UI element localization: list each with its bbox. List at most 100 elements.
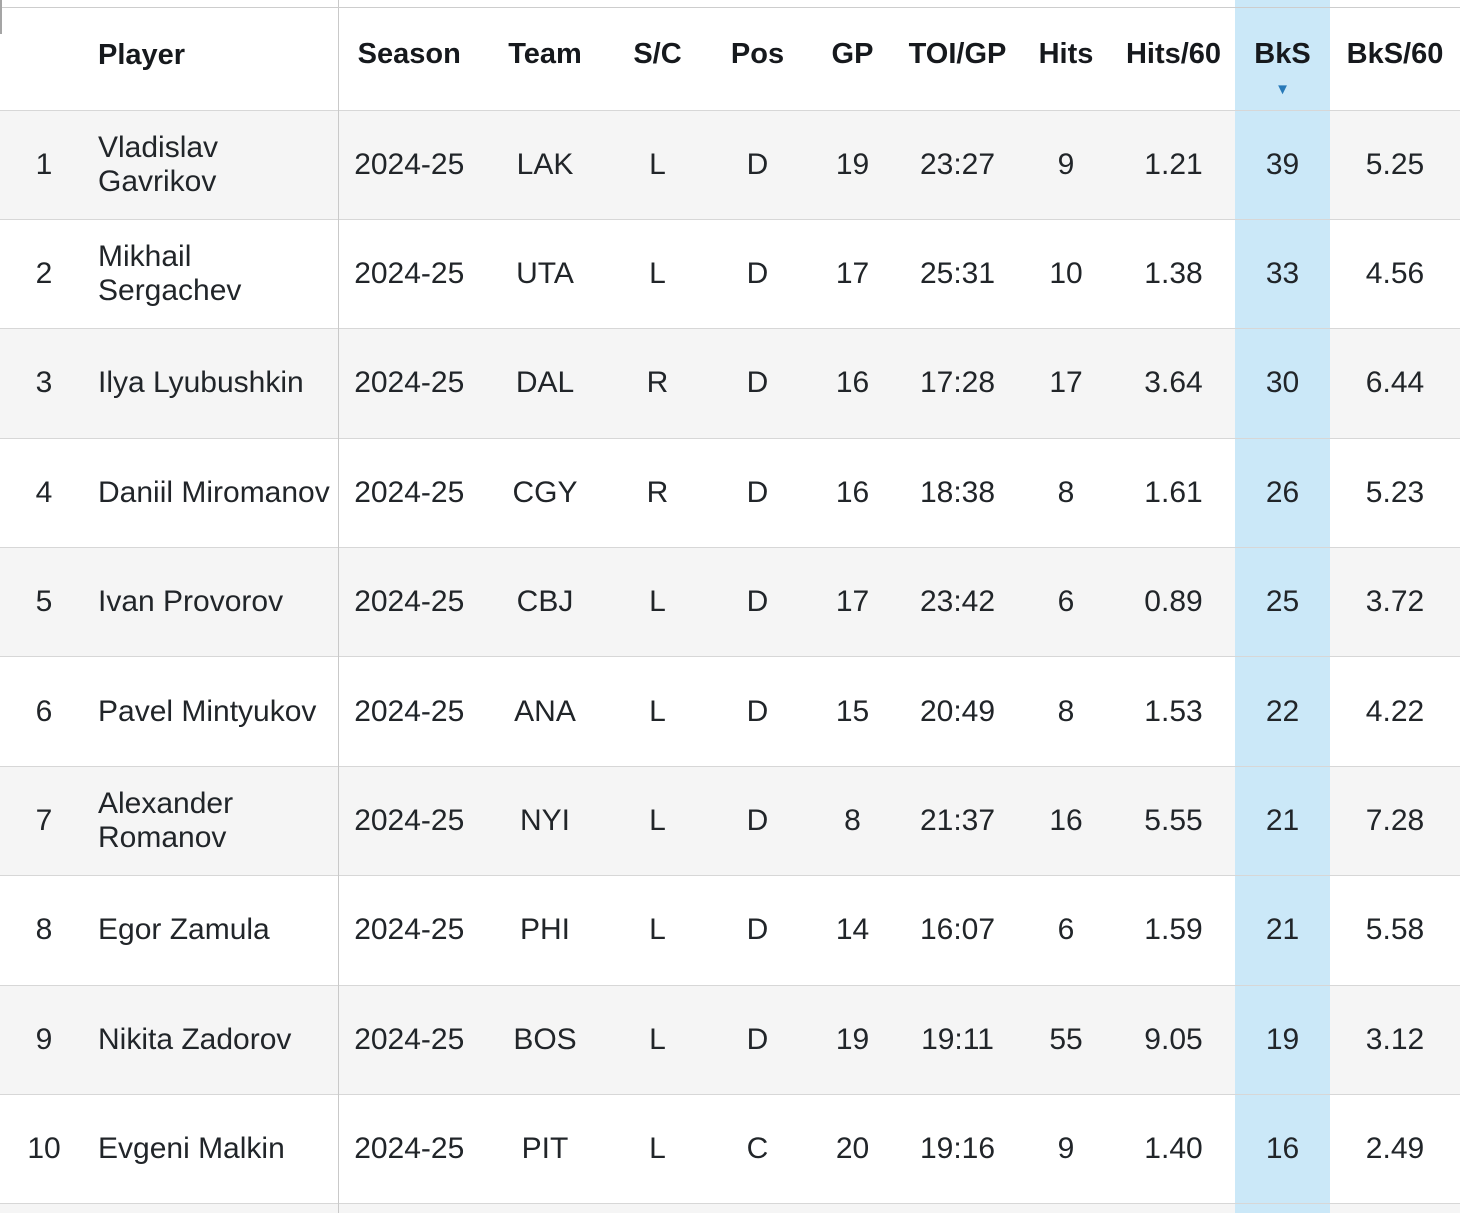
col-header-bks-sorted[interactable]: BkS ▼ [1235,0,1330,110]
hits-per-60-cell: 1.38 [1112,218,1235,329]
season-cell: 2024-25 [337,437,480,548]
player-link[interactable]: Ivan Provorov [98,585,284,619]
hits-cell: 6 [1020,547,1112,657]
shoots-catches-cell: L [610,109,705,220]
rank-cell: 2 [0,218,62,329]
blocked-shots-per-60-cell: 7.28 [1330,765,1460,876]
rank-cell: 6 [0,656,62,767]
blocked-shots-cell: 25 [1235,547,1330,657]
col-header-gp[interactable]: GP [810,0,895,110]
col-header-season[interactable]: Season [337,0,480,110]
toi-per-gp-cell: 20:49 [895,656,1020,767]
rank-cell: 4 [0,437,62,548]
col-header-rank [0,0,62,110]
rank-cell: 8 [0,875,62,986]
player-link[interactable]: Egor Zamula [98,913,270,947]
blocked-shots-cell: 26 [1235,437,1330,548]
player-link[interactable]: Ilya Lyubushkin [98,366,304,400]
blocked-shots-per-60-cell: 4.22 [1330,656,1460,767]
blocked-shots-per-60-cell: 5.58 [1330,875,1460,986]
blocked-shots-cell: 33 [1235,218,1330,329]
position-cell: D [705,437,810,548]
toi-per-gp-cell: 17:28 [895,328,1020,439]
sort-descending-icon[interactable]: ▼ [1275,80,1290,98]
player-link[interactable]: Pavel Mintyukov [98,694,317,728]
blocked-shots-cell: 21 [1235,765,1330,876]
hits-cell: 8 [1020,437,1112,548]
shoots-catches-cell: L [610,984,705,1095]
hits-cell: 8 [1020,656,1112,767]
col-header-player[interactable]: Player [62,0,338,110]
season-cell: 2024-25 [337,547,480,657]
season-cell: 2024-25 [337,875,480,986]
player-link[interactable]: Nikita Zadorov [98,1022,292,1056]
hits-cell: 55 [1020,984,1112,1095]
table-body: 1 Vladislav Gavrikov 2024-25 LAK L D 19 … [0,109,1460,1213]
blocked-shots-per-60-cell: 3.72 [1330,547,1460,657]
shoots-catches-cell: L [610,875,705,986]
table-row: 4 Daniil Miromanov 2024-25 CGY R D 16 18… [0,437,1460,548]
col-header-bks-60[interactable]: BkS/60 [1330,0,1460,110]
position-cell: D [705,218,810,329]
player-link[interactable]: Daniil Miromanov [98,475,330,509]
hits-per-60-cell: 1.40 [1112,1094,1235,1204]
hits-per-60-cell: 1.59 [1112,875,1235,986]
player-name-cell: Nikita Zadorov [62,984,338,1095]
hits-per-60-cell: 0.89 [1112,547,1235,657]
player-link[interactable]: Mikhail Sergachev [98,240,242,308]
position-cell: D [705,328,810,439]
team-cell: CBJ [480,547,610,657]
shoots-catches-cell: L [610,218,705,329]
table-row: 9 Nikita Zadorov 2024-25 BOS L D 19 19:1… [0,984,1460,1095]
shoots-catches-cell: L [610,765,705,876]
toi-per-gp-cell: 23:42 [895,547,1020,657]
player-name-cell: Alexander Romanov [62,765,338,876]
shoots-catches-cell: L [610,1094,705,1204]
col-header-toi-gp[interactable]: TOI/GP [895,0,1020,110]
season-cell: 2024-25 [337,328,480,439]
partial-next-row [0,1203,1460,1213]
blocked-shots-cell: 39 [1235,109,1330,220]
hits-cell: 9 [1020,1094,1112,1204]
col-header-hits-60[interactable]: Hits/60 [1112,0,1235,110]
player-name-cell: Evgeni Malkin [62,1094,338,1204]
team-cell: LAK [480,109,610,220]
table-header: Player Season Team S/C Pos GP TOI/GP Hit… [0,0,1460,110]
col-header-team[interactable]: Team [480,0,610,110]
player-name-cell: Ilya Lyubushkin [62,328,338,439]
player-link[interactable]: Vladislav Gavrikov [98,130,219,198]
col-header-sc[interactable]: S/C [610,0,705,110]
season-cell: 2024-25 [337,109,480,220]
games-played-cell: 8 [810,765,895,876]
hits-cell: 16 [1020,765,1112,876]
season-cell: 2024-25 [337,1094,480,1204]
table-row: 1 Vladislav Gavrikov 2024-25 LAK L D 19 … [0,109,1460,220]
position-cell: D [705,984,810,1095]
col-header-pos[interactable]: Pos [705,0,810,110]
player-name-cell: Ivan Provorov [62,547,338,657]
team-cell: CGY [480,437,610,548]
position-cell: D [705,765,810,876]
player-name-cell: Pavel Mintyukov [62,656,338,767]
blocked-shots-per-60-cell: 2.49 [1330,1094,1460,1204]
player-name-cell: Daniil Miromanov [62,437,338,548]
blocked-shots-cell: 16 [1235,1094,1330,1204]
hits-cell: 10 [1020,218,1112,329]
games-played-cell: 15 [810,656,895,767]
col-header-hits[interactable]: Hits [1020,0,1112,110]
team-cell: ANA [480,656,610,767]
player-link[interactable]: Alexander Romanov [98,787,234,855]
col-header-bks-label: BkS [1254,38,1311,71]
position-cell: D [705,656,810,767]
games-played-cell: 16 [810,437,895,548]
team-cell: NYI [480,765,610,876]
games-played-cell: 20 [810,1094,895,1204]
shoots-catches-cell: L [610,547,705,657]
season-cell: 2024-25 [337,984,480,1095]
rank-cell: 5 [0,547,62,657]
hits-cell: 9 [1020,109,1112,220]
hits-cell: 6 [1020,875,1112,986]
toi-per-gp-cell: 25:31 [895,218,1020,329]
player-link[interactable]: Evgeni Malkin [98,1132,285,1166]
